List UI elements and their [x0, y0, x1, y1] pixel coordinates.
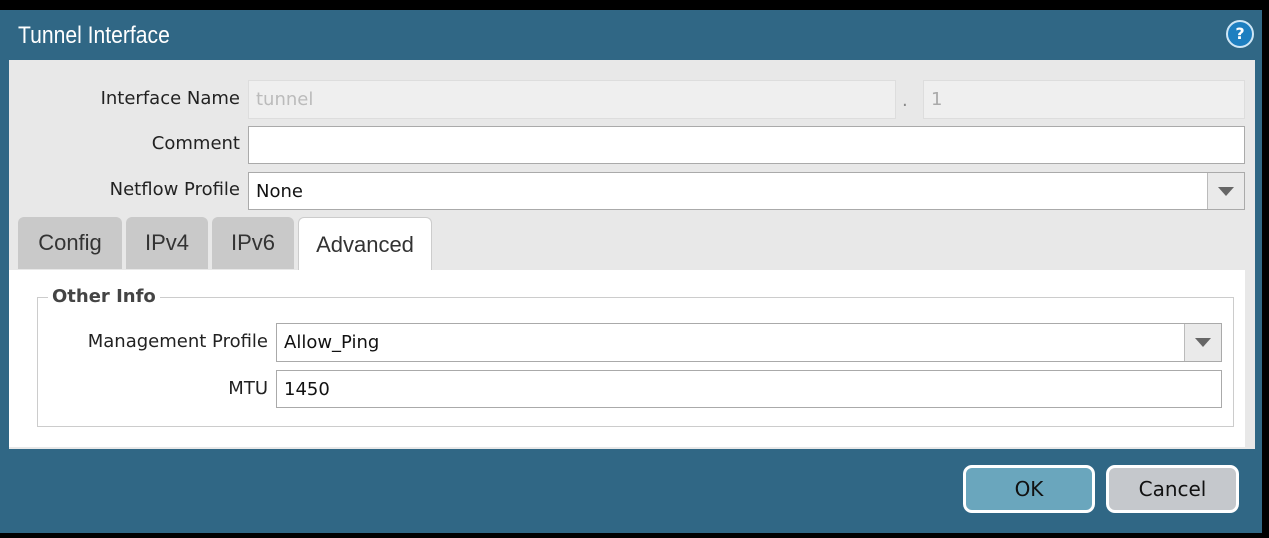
- ok-button[interactable]: OK: [963, 465, 1095, 513]
- management-profile-value: Allow_Ping: [284, 332, 380, 353]
- comment-input[interactable]: [248, 126, 1245, 164]
- interface-name-input: tunnel: [248, 80, 896, 119]
- interface-name-label: Interface Name: [100, 88, 240, 109]
- netflow-profile-select[interactable]: None: [248, 172, 1245, 210]
- tab-ipv4[interactable]: IPv4: [126, 217, 208, 269]
- mtu-label: MTU: [228, 378, 268, 399]
- dialog-title: Tunnel Interface: [18, 22, 170, 49]
- tab-ipv6[interactable]: IPv6: [212, 217, 294, 269]
- other-info-legend: Other Info: [48, 286, 160, 307]
- netflow-profile-label: Netflow Profile: [109, 179, 240, 200]
- comment-label: Comment: [151, 133, 240, 154]
- other-info-fieldset: Other Info Management Profile Allow_Ping…: [37, 286, 1234, 427]
- chevron-down-icon[interactable]: [1207, 173, 1244, 209]
- tab-config[interactable]: Config: [18, 217, 122, 269]
- advanced-panel: Other Info Management Profile Allow_Ping…: [9, 270, 1245, 447]
- dialog-body: Interface Name tunnel . 1 Comment Netflo…: [9, 60, 1255, 449]
- mtu-input[interactable]: 1450: [276, 370, 1222, 408]
- interface-suffix-input[interactable]: 1: [923, 80, 1245, 119]
- management-profile-label: Management Profile: [87, 331, 268, 352]
- tunnel-interface-dialog: Tunnel Interface ? Interface Name tunnel…: [0, 10, 1262, 533]
- netflow-profile-value: None: [256, 180, 303, 202]
- interface-separator: .: [902, 90, 908, 111]
- cancel-button[interactable]: Cancel: [1106, 465, 1239, 513]
- help-icon[interactable]: ?: [1226, 20, 1254, 48]
- management-profile-select[interactable]: Allow_Ping: [276, 323, 1222, 362]
- tab-advanced[interactable]: Advanced: [298, 217, 432, 271]
- chevron-down-icon[interactable]: [1184, 324, 1221, 361]
